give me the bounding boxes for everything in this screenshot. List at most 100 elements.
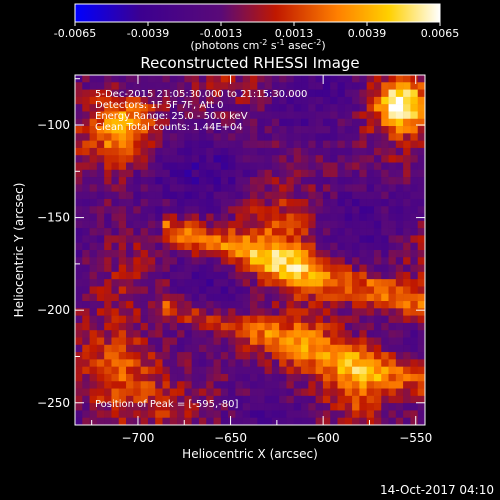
heatmap-cell xyxy=(198,308,207,316)
heatmap-cell xyxy=(198,403,207,411)
heatmap-cell xyxy=(381,220,389,229)
heatmap-cell xyxy=(395,140,404,149)
heatmap-cell xyxy=(133,315,141,324)
heatmap-cell xyxy=(213,257,222,265)
heatmap-cell xyxy=(417,96,425,105)
heatmap-cell xyxy=(366,104,375,112)
heatmap-cell xyxy=(155,301,163,309)
heatmap-cell xyxy=(352,257,360,265)
heatmap-cell xyxy=(315,250,324,258)
heatmap-cell xyxy=(257,118,265,127)
heatmap-cell xyxy=(352,184,360,192)
heatmap-cell xyxy=(417,118,425,127)
heatmap-cell xyxy=(403,344,411,353)
heatmap-cell xyxy=(417,228,425,236)
heatmap-cell xyxy=(191,322,200,331)
heatmap-cell xyxy=(155,250,163,258)
heatmap-cell xyxy=(417,315,425,324)
heatmap-cell xyxy=(177,118,185,127)
heatmap-cell xyxy=(257,417,265,425)
heatmap-cell xyxy=(373,250,382,258)
heatmap-cell xyxy=(191,75,200,83)
heatmap-cell xyxy=(250,293,258,302)
heatmap-cell xyxy=(366,410,375,419)
heatmap-cell xyxy=(228,286,236,295)
heatmap-cell xyxy=(147,293,156,302)
heatmap-cell xyxy=(177,133,185,141)
heatmap-cell xyxy=(126,228,134,236)
heatmap-cell xyxy=(308,242,316,251)
heatmap-cell xyxy=(330,177,338,185)
heatmap-cell xyxy=(147,177,156,185)
heatmap-cell xyxy=(322,366,331,375)
heatmap-cell xyxy=(279,286,287,295)
heatmap-cell xyxy=(279,293,287,302)
heatmap-cell xyxy=(381,126,389,134)
heatmap-cell xyxy=(169,264,178,273)
heatmap-cell xyxy=(75,417,83,425)
heatmap-cell xyxy=(140,417,149,425)
heatmap-cell xyxy=(206,184,214,192)
heatmap-cell xyxy=(242,344,251,353)
heatmap-cell xyxy=(344,301,353,309)
heatmap-cell xyxy=(75,395,83,404)
heatmap-cell xyxy=(184,279,192,287)
heatmap-cell xyxy=(344,381,353,389)
heatmap-cell xyxy=(366,220,375,229)
heatmap-cell xyxy=(373,337,382,346)
heatmap-plot-area xyxy=(75,75,425,425)
heatmap-cell xyxy=(220,228,229,236)
heatmap-cell xyxy=(395,126,404,134)
heatmap-cell xyxy=(337,162,346,171)
heatmap-cell xyxy=(184,235,192,244)
heatmap-cell xyxy=(381,322,389,331)
heatmap-cell xyxy=(308,133,316,141)
heatmap-cell xyxy=(213,301,222,309)
heatmap-cell xyxy=(417,242,425,251)
heatmap-cell xyxy=(250,410,258,419)
heatmap-cell xyxy=(177,75,185,83)
heatmap-cell xyxy=(228,279,236,287)
heatmap-cell xyxy=(257,198,265,207)
heatmap-cell xyxy=(96,257,105,265)
heatmap-cell xyxy=(403,403,411,411)
heatmap-cell xyxy=(75,330,83,338)
heatmap-cell xyxy=(395,191,404,200)
heatmap-cell xyxy=(293,257,302,265)
heatmap-cell xyxy=(395,264,404,273)
heatmap-cell xyxy=(169,410,178,419)
heatmap-cell xyxy=(206,198,214,207)
heatmap-cell xyxy=(177,162,185,171)
heatmap-cell xyxy=(140,352,149,360)
heatmap-cell xyxy=(264,359,273,367)
heatmap-cell xyxy=(162,147,171,156)
heatmap-cell xyxy=(235,301,244,309)
heatmap-cell xyxy=(344,169,353,178)
heatmap-cell xyxy=(301,330,309,338)
heatmap-cell xyxy=(337,169,346,178)
heatmap-cell xyxy=(417,147,425,156)
heatmap-cell xyxy=(242,417,251,425)
heatmap-cell xyxy=(264,250,273,258)
heatmap-cell xyxy=(417,381,425,389)
heatmap-cell xyxy=(155,257,163,265)
heatmap-cell xyxy=(198,162,207,171)
heatmap-cell xyxy=(242,147,251,156)
heatmap-cell xyxy=(155,191,163,200)
heatmap-cell xyxy=(395,147,404,156)
heatmap-cell xyxy=(410,191,419,200)
heatmap-cell xyxy=(410,118,419,127)
heatmap-cell xyxy=(155,118,163,127)
heatmap-cell xyxy=(403,271,411,280)
heatmap-cell xyxy=(410,381,419,389)
heatmap-cell xyxy=(206,315,214,324)
heatmap-cell xyxy=(126,155,134,163)
heatmap-cell xyxy=(301,206,309,214)
heatmap-cell xyxy=(162,293,171,302)
heatmap-cell xyxy=(228,213,236,222)
heatmap-cell xyxy=(89,301,98,309)
heatmap-cell xyxy=(89,286,98,295)
heatmap-cell xyxy=(126,198,134,207)
heatmap-cell xyxy=(140,126,149,134)
heatmap-cell xyxy=(198,417,207,425)
